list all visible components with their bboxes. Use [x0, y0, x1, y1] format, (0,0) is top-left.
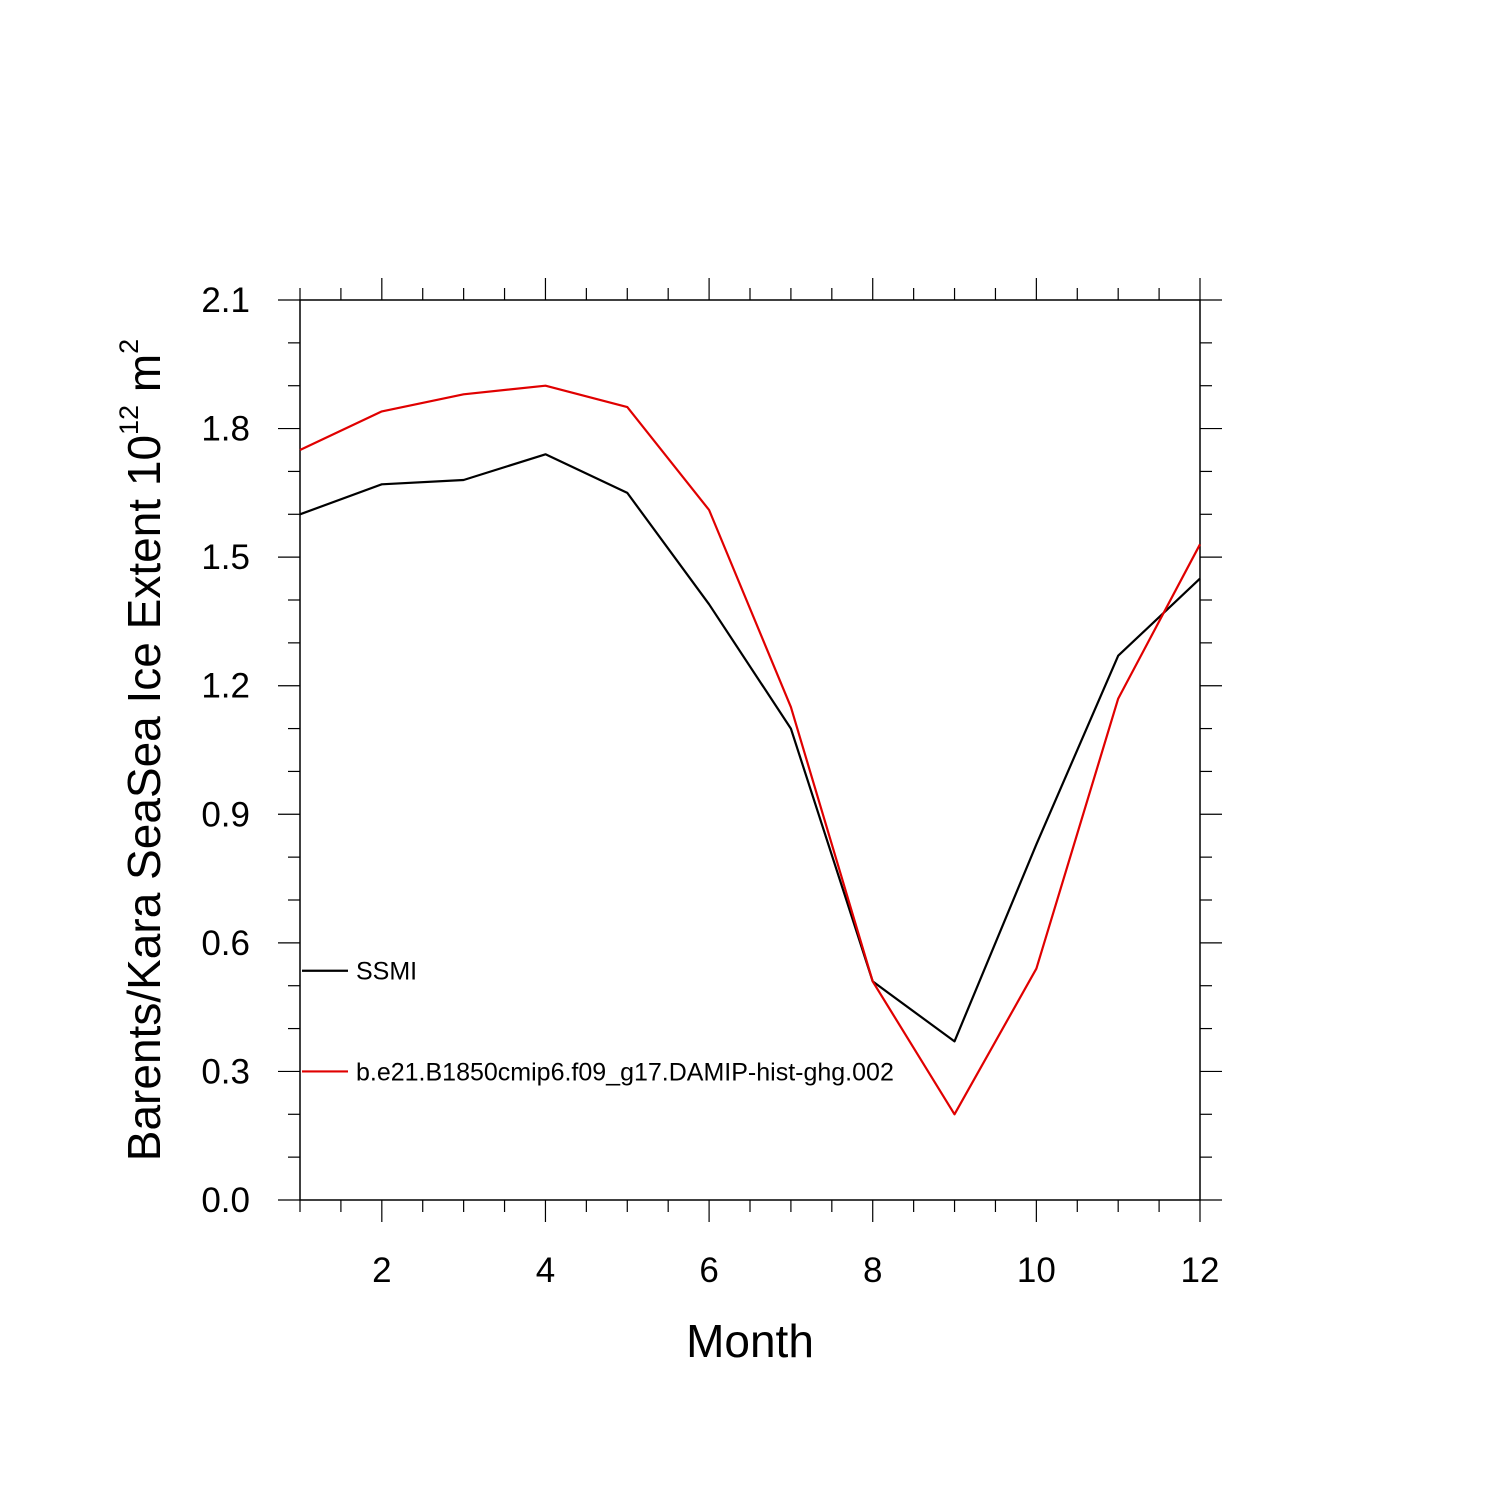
legend-label: SSMI: [356, 958, 417, 986]
legend-label: b.e21.B1850cmip6.f09_g17.DAMIP-hist-ghg.…: [356, 1058, 894, 1086]
series-line-ssmi: [299, 453, 1201, 1043]
y-tick-label: 1.5: [201, 538, 250, 577]
x-tick-label: 12: [1181, 1251, 1220, 1290]
y-axis-title: Barents/Kara SeaSea Ice Extent 1012 m2: [114, 339, 170, 1161]
axis-ticks: [278, 278, 1222, 1222]
y-tick-label: 0.0: [201, 1181, 250, 1220]
y-axis-title-unit-exponent: 2: [114, 339, 144, 354]
y-tick-label: 0.9: [201, 795, 250, 834]
y-tick-label: 0.3: [201, 1052, 250, 1091]
x-tick-label: 10: [1017, 1251, 1056, 1290]
x-axis-title: Month: [686, 1315, 814, 1367]
y-tick-label: 1.2: [201, 667, 250, 706]
y-tick-label: 0.6: [201, 924, 250, 963]
y-axis-title-exponent: 12: [114, 405, 144, 435]
y-axis-title-unit: m: [118, 354, 170, 405]
x-tick-label: 2: [372, 1251, 391, 1290]
x-tick-label: 8: [863, 1251, 882, 1290]
plot-frame: [299, 299, 1201, 1201]
x-tick-label: 6: [699, 1251, 718, 1290]
series-line-model: [299, 384, 1201, 1116]
y-tick-label: 1.8: [201, 410, 250, 449]
y-tick-labels: 0.0 0.3 0.6 0.9 1.2 1.5 1.8 2.1: [201, 281, 250, 1220]
y-axis-title-main: Barents/Kara SeaSea Ice Extent 10: [118, 435, 170, 1161]
x-tick-labels: 2 4 6 8 10 12: [372, 1251, 1219, 1290]
y-tick-label: 2.1: [201, 281, 250, 320]
x-tick-label: 4: [536, 1251, 555, 1290]
series-lines: [299, 384, 1201, 1116]
legend: SSMI b.e21.B1850cmip6.f09_g17.DAMIP-hist-…: [302, 958, 894, 1086]
